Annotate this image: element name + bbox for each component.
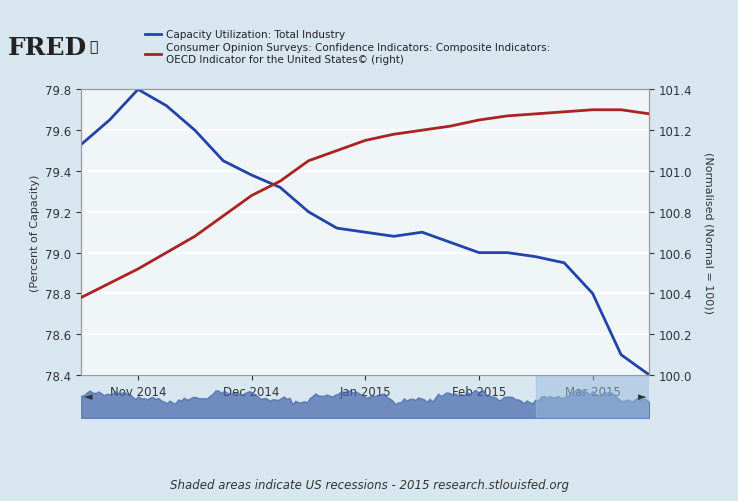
Legend: Capacity Utilization: Total Industry, Consumer Opinion Surveys: Confidence Indic: Capacity Utilization: Total Industry, Co… xyxy=(145,30,551,65)
Bar xyxy=(536,375,649,418)
Text: 📈: 📈 xyxy=(90,41,98,55)
Text: ►: ► xyxy=(638,392,646,402)
Y-axis label: (Normalised (Normal = 100)): (Normalised (Normal = 100)) xyxy=(703,152,714,314)
Y-axis label: (Percent of Capacity): (Percent of Capacity) xyxy=(30,174,40,291)
Text: FRED: FRED xyxy=(7,36,86,60)
Text: Shaded areas indicate US recessions - 2015 research.stlouisfed.org: Shaded areas indicate US recessions - 20… xyxy=(170,478,568,491)
Text: ◄: ◄ xyxy=(84,392,92,402)
